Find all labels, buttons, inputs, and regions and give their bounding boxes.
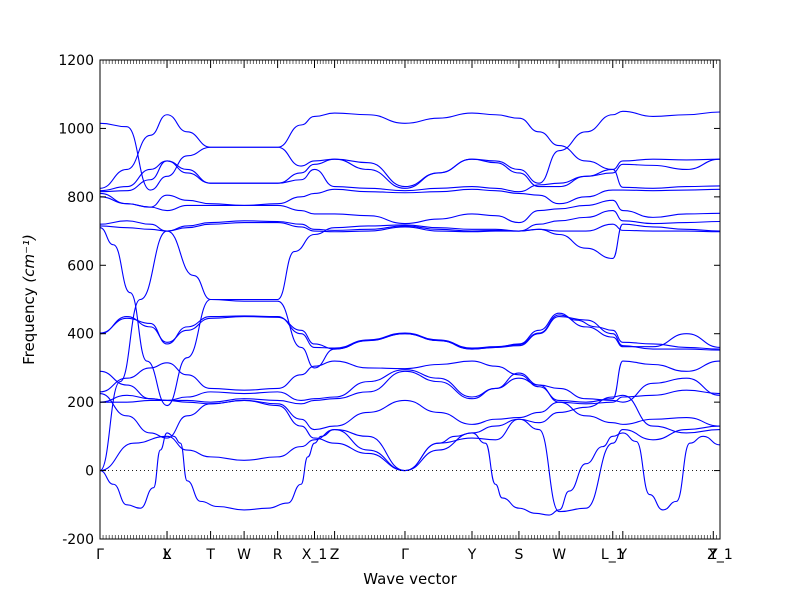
y-axis-label-text: Frequency <box>20 283 38 365</box>
band-line-17 <box>100 393 720 472</box>
band-line-8 <box>100 221 720 233</box>
y-tick-label: 1200 <box>58 53 94 69</box>
band-line-15 <box>100 370 720 405</box>
band-line-4 <box>100 160 720 193</box>
y-axis-label: Frequency (cm⁻¹) <box>20 234 38 365</box>
x-tick-label: L <box>163 547 171 563</box>
x-tick-label: Z <box>330 547 340 563</box>
y-tick-label: 0 <box>85 464 94 480</box>
band-line-13 <box>100 369 720 405</box>
band-line-1 <box>100 112 720 191</box>
x-tick-label: Γ <box>401 547 409 563</box>
y-tick-label: 600 <box>67 258 94 274</box>
x-axis-label: Wave vector <box>363 570 457 588</box>
y-tick-label: 200 <box>67 395 94 411</box>
band-line-11 <box>100 316 720 351</box>
band-line-6 <box>100 196 720 225</box>
x-tick-label: T <box>205 547 215 563</box>
y-axis-ticks: -200 0 200 400 600 800 1000 1200 <box>58 53 720 548</box>
band-line-5 <box>100 188 720 208</box>
band-line-9 <box>100 223 720 407</box>
band-series-layer <box>100 110 720 516</box>
plot-area-frame <box>99 59 721 540</box>
band-line-16 <box>100 399 720 431</box>
x-tick-label: W <box>237 547 251 563</box>
x-tick-label: Y <box>708 547 718 563</box>
x-tick-label: W <box>552 547 566 563</box>
band-line-14 <box>100 360 720 403</box>
x-tick-label: Y <box>618 547 628 563</box>
x-tick-label: X_1 <box>302 547 328 563</box>
y-tick-label: 400 <box>67 327 94 343</box>
x-tick-label: L_1 <box>601 547 625 563</box>
band-line-18 <box>100 428 720 516</box>
y-tick-label: 1000 <box>58 121 94 137</box>
x-axis-ticks: Γ XL T W R X_1 Z Γ Y S W L_1Y YZ_1 <box>96 60 733 563</box>
x-tick-label: X <box>162 547 172 563</box>
x-tick-label: Y <box>467 547 477 563</box>
y-tick-label: 800 <box>67 190 94 206</box>
band-line-19 <box>100 418 720 513</box>
band-line-7 <box>100 209 720 232</box>
x-tick-label: Z_1 <box>707 547 733 563</box>
band-line-3 <box>100 158 720 192</box>
x-tick-label: S <box>514 547 523 563</box>
band-line-2 <box>100 110 720 189</box>
band-line-12 <box>100 314 720 349</box>
x-tick-label: Γ <box>96 547 104 563</box>
x-tick-label: R <box>273 547 283 563</box>
y-tick-label: -200 <box>62 532 94 548</box>
y-axis-label-unit: (cm⁻¹) <box>20 234 38 283</box>
minor-ticks <box>102 60 717 539</box>
